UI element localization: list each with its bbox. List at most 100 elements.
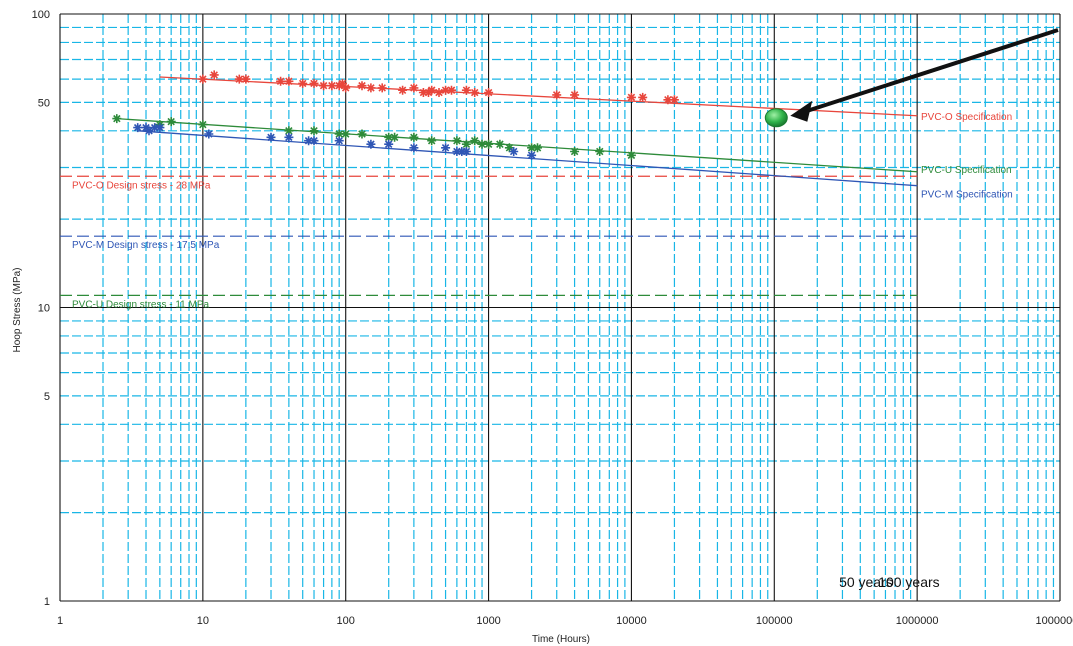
data-point: [284, 126, 294, 136]
data-point: [418, 88, 428, 97]
data-point: [626, 150, 636, 160]
data-point: [284, 76, 294, 86]
series-pvc-u-specification: PVC-U Specification: [112, 114, 1012, 176]
data-point: [334, 136, 344, 146]
data-point: [427, 136, 437, 146]
data-point: [276, 76, 286, 86]
data-point: [309, 136, 319, 146]
data-point: [638, 92, 648, 102]
data-point: [457, 147, 467, 156]
data-point: [409, 83, 419, 93]
x-tick-label: 10000: [616, 615, 647, 627]
data-point: [427, 85, 437, 95]
data-point: [533, 143, 542, 153]
trend-line: [137, 130, 918, 187]
data-point: [209, 70, 219, 80]
data-point: [595, 147, 605, 156]
data-point: [112, 114, 122, 124]
data-point: [155, 123, 165, 133]
data-point: [461, 147, 471, 156]
data-point: [441, 143, 451, 153]
design-stress-label: PVC-M Design stress - 17.5 MPa: [72, 240, 220, 251]
y-tick-label: 5: [44, 391, 50, 403]
data-point: [669, 95, 679, 105]
design-stress-label: PVC-U Design stress - 11 MPa: [72, 299, 210, 310]
data-point: [495, 139, 505, 149]
data-point: [441, 85, 451, 95]
data-point: [241, 74, 251, 84]
series-pvc-o-specification: PVC-O Specification: [159, 70, 1012, 123]
y-tick-label: 50: [38, 97, 50, 109]
data-point: [626, 92, 636, 102]
x-tick-label: 1000000: [896, 615, 939, 627]
data-point: [357, 81, 367, 91]
period-label: 50 years: [839, 574, 893, 590]
series: PVC-O Specification PVC-U Specification PV…: [112, 70, 1013, 201]
series-pvc-m-specification: PVC-M Specification: [133, 123, 1013, 201]
series-label: PVC-U Specification: [921, 165, 1012, 176]
data-point: [144, 126, 154, 136]
data-point: [366, 139, 376, 149]
y-axis-title: Hoop Stress (MPa): [12, 267, 23, 352]
data-point: [470, 88, 480, 97]
arrow-head: [790, 100, 813, 122]
data-point: [166, 117, 176, 127]
data-point: [377, 83, 387, 93]
series-label: PVC-O Specification: [921, 112, 1012, 123]
y-tick-label: 10: [38, 303, 50, 315]
data-point: [484, 88, 494, 97]
data-point: [341, 83, 351, 93]
x-tick-label: 10: [197, 615, 209, 627]
data-point: [570, 147, 580, 156]
data-point: [133, 123, 143, 133]
y-tick-label: 1: [44, 596, 50, 608]
data-point: [309, 126, 319, 136]
data-point: [204, 129, 214, 139]
data-point: [434, 88, 444, 97]
data-point: [409, 132, 419, 142]
axes: Time (Hours) Hoop Stress (MPa) 1 10 100 100…: [12, 9, 1073, 645]
data-point: [150, 123, 160, 133]
data-point: [484, 139, 494, 149]
x-tick-label: 1: [57, 615, 63, 627]
data-point: [409, 143, 419, 153]
data-point: [447, 85, 456, 95]
series-label: PVC-M Specification: [921, 190, 1013, 201]
data-point: [461, 85, 471, 95]
x-tick-label: 100000: [756, 615, 793, 627]
data-point: [384, 132, 394, 142]
data-point: [527, 143, 537, 153]
data-point: [461, 139, 471, 149]
data-point: [298, 78, 308, 88]
data-point: [527, 150, 537, 160]
data-point: [284, 132, 294, 142]
period-label: 100 years: [878, 574, 939, 590]
data-point: [304, 136, 314, 146]
y-tick-label: 100: [32, 9, 50, 21]
data-point: [570, 90, 580, 100]
data-point: [552, 90, 562, 100]
data-point: [234, 74, 244, 84]
data-point: [452, 147, 462, 156]
design-stress-label: PVC-O Design stress - 28 MPa: [72, 180, 211, 191]
trend-line: [116, 117, 918, 173]
data-point: [198, 74, 208, 84]
data-point: [477, 139, 487, 149]
data-point: [338, 78, 347, 88]
x-tick-label: 10000000: [1036, 615, 1073, 627]
data-point: [504, 143, 514, 153]
x-tick-label: 1000: [476, 615, 500, 627]
data-point: [327, 81, 337, 91]
data-point: [198, 120, 208, 130]
data-point: [366, 83, 376, 93]
data-point: [398, 85, 408, 95]
highlight-point: [764, 108, 788, 128]
data-point: [319, 81, 329, 91]
data-point: [509, 147, 519, 156]
data-point: [452, 136, 462, 146]
data-point: [341, 129, 351, 139]
x-axis-title: Time (Hours): [532, 634, 590, 645]
x-tick-label: 100: [337, 615, 355, 627]
